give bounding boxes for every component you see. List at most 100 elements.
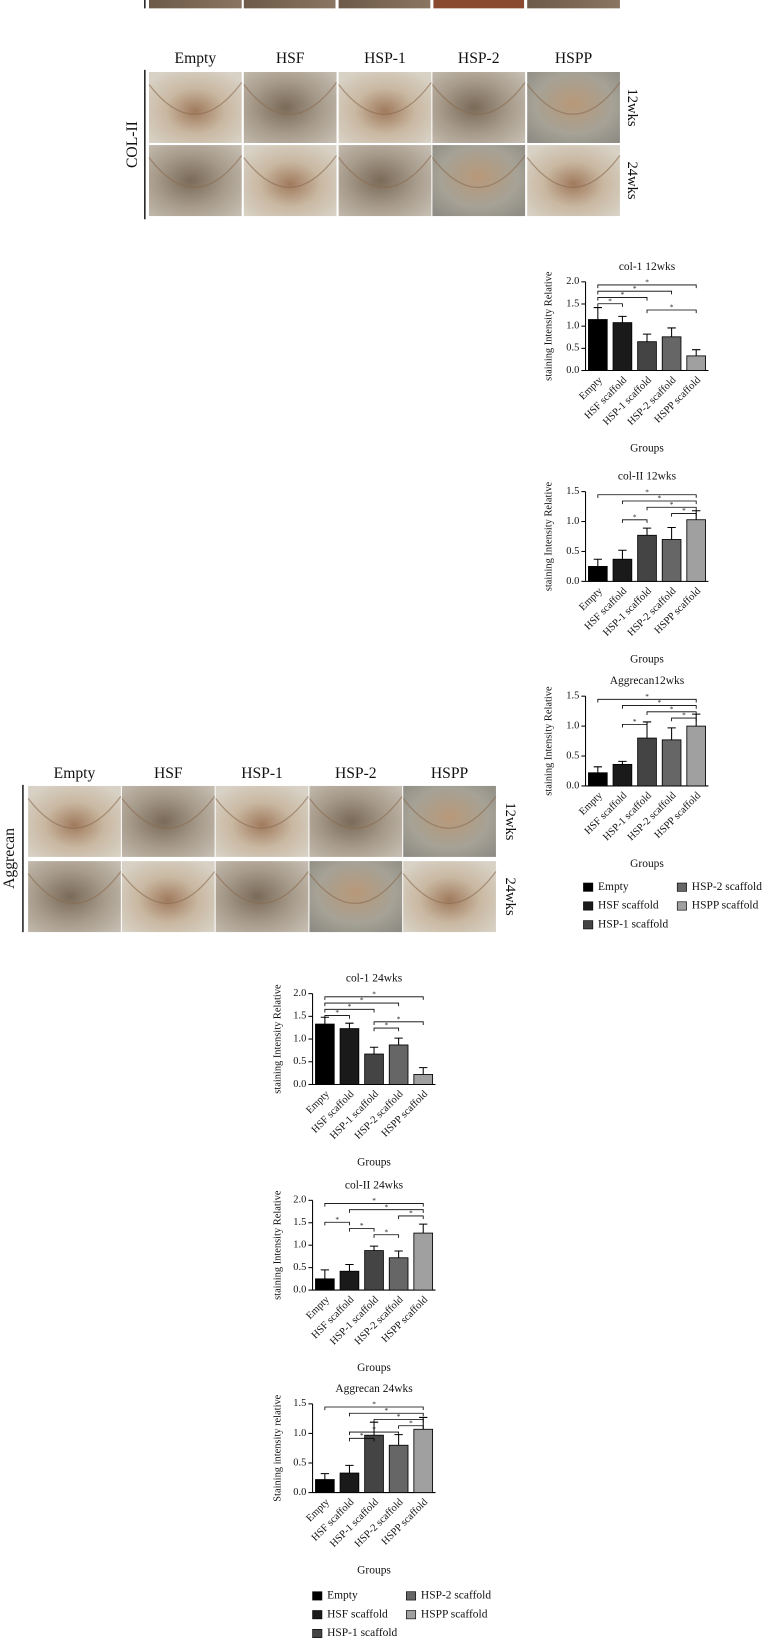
chart-title: col-1 12wks: [619, 261, 676, 273]
micrograph: [432, 145, 526, 217]
y-axis-label: staining Intensity Relative: [543, 481, 554, 591]
y-tick-label: 0.5: [566, 343, 579, 354]
x-axis-label: Groups: [357, 1564, 391, 1576]
significance-label: *: [409, 1210, 413, 1218]
significance-bracket: [597, 297, 648, 301]
image-panel: Empty HSF HSP-1 HSP-2 HSPP 12wks 24wks Aggrecan: [1, 765, 518, 933]
micrograph: [243, 72, 337, 143]
bar: [661, 336, 682, 371]
bar: [364, 1053, 384, 1085]
y-tick-label: 1.5: [293, 1011, 306, 1022]
tissue-notch: [27, 871, 122, 904]
significance-bracket: [398, 1215, 424, 1220]
significance-label: *: [360, 1432, 364, 1440]
significance-label: *: [682, 712, 686, 720]
y-axis-label: staining Intensity Relative: [543, 271, 554, 381]
error-bar: [320, 1269, 330, 1279]
significance-bracket: [324, 1406, 424, 1411]
chart-title: Aggrecan 24wks: [335, 1383, 413, 1395]
error-bar: [593, 307, 603, 320]
legend-swatch: [676, 882, 687, 892]
significance-bracket: [622, 705, 697, 709]
micrograph: [28, 785, 121, 857]
row-label: 24wks: [502, 878, 518, 916]
bar: [413, 1428, 434, 1493]
significance-label: *: [608, 297, 612, 305]
column-label: Empty: [175, 50, 217, 67]
legend-swatch: [406, 1610, 417, 1620]
column-label: HSPP: [431, 765, 469, 782]
error-bar: [394, 1037, 403, 1045]
chart-title: col-II 24wks: [345, 1179, 404, 1191]
legend-swatch: [583, 901, 594, 911]
significance-bracket: [597, 698, 697, 703]
bar: [661, 739, 682, 787]
micrograph: [403, 861, 496, 933]
significance-bracket: [324, 1008, 375, 1013]
significance-label: *: [409, 1419, 413, 1427]
legend-label: HSP-1 scaffold: [598, 918, 668, 930]
tissue-notch: [215, 871, 309, 904]
bar: [315, 1278, 335, 1291]
bar: [661, 539, 682, 582]
significance-label: *: [372, 990, 376, 998]
significance-label: *: [385, 1022, 389, 1030]
error-bar: [692, 349, 701, 356]
row-label: 24wks: [624, 162, 640, 200]
tissue-notch: [338, 82, 432, 115]
column-label: Empty: [54, 765, 96, 782]
error-bar: [642, 333, 652, 342]
column-label: HSP-2: [458, 50, 500, 67]
bar: [637, 341, 657, 371]
bar: [388, 1257, 409, 1291]
bar: [413, 1232, 434, 1291]
tissue-notch: [243, 82, 338, 115]
significance-bracket: [324, 996, 424, 1000]
significance-label: *: [633, 513, 637, 521]
bar: [388, 1044, 409, 1085]
significance-bracket: [398, 1425, 424, 1429]
legend-label: Empty: [598, 881, 629, 893]
significance-bracket: [597, 284, 697, 289]
legend-label: HSF scaffold: [327, 1608, 388, 1620]
significance-label: *: [360, 1222, 364, 1230]
micrograph: [527, 145, 620, 217]
bar: [413, 1074, 434, 1085]
significance-bracket: [622, 519, 648, 523]
micrograph: [338, 145, 432, 217]
image-panel: Empty HSF HSP-1 HSP-2 HSPP 12wks 24wks COL-II: [124, 50, 640, 220]
tissue-notch: [148, 82, 243, 115]
error-bar: [345, 1263, 354, 1272]
micrograph: [28, 861, 121, 933]
y-tick-label: 1.5: [566, 486, 579, 497]
error-bar: [593, 558, 603, 567]
y-tick-label: 0.0: [293, 1079, 306, 1090]
micrograph: [215, 785, 309, 857]
micrograph: [121, 785, 215, 857]
error-bar: [419, 1223, 428, 1234]
legend-swatch: [583, 920, 594, 930]
tissue-notch: [243, 155, 338, 188]
significance-bracket: [324, 1203, 424, 1207]
bar: [686, 519, 706, 582]
micrograph: [121, 861, 215, 933]
bar: [388, 1444, 409, 1493]
y-axis-label: staining Intensity Relative: [273, 1190, 284, 1300]
bar-chart: col-II 12wks 0.0 0.5 1.0 1.5 staining Intensi…: [543, 471, 709, 665]
bar-chart: col-1 24wks 0.0 0.5 1.0 1.5 2.0 staining Inten…: [273, 973, 436, 1168]
bar: [686, 355, 706, 371]
significance-label: *: [645, 279, 649, 287]
error-bar: [667, 526, 676, 540]
bar-chart: Aggrecan12wks 0.0 0.5 1.0 1.5 staining Intens…: [543, 675, 709, 870]
stain-label: Aggrecan: [1, 828, 18, 889]
bar: [339, 1472, 360, 1493]
bar: [637, 534, 657, 582]
y-tick-label: 2.0: [566, 276, 579, 287]
legend-label: HSF scaffold: [598, 900, 659, 912]
tissue-notch: [526, 82, 621, 115]
y-tick-label: 0.5: [566, 750, 579, 761]
y-tick-label: 1.5: [566, 691, 579, 702]
legend-label: Empty: [327, 1590, 358, 1602]
